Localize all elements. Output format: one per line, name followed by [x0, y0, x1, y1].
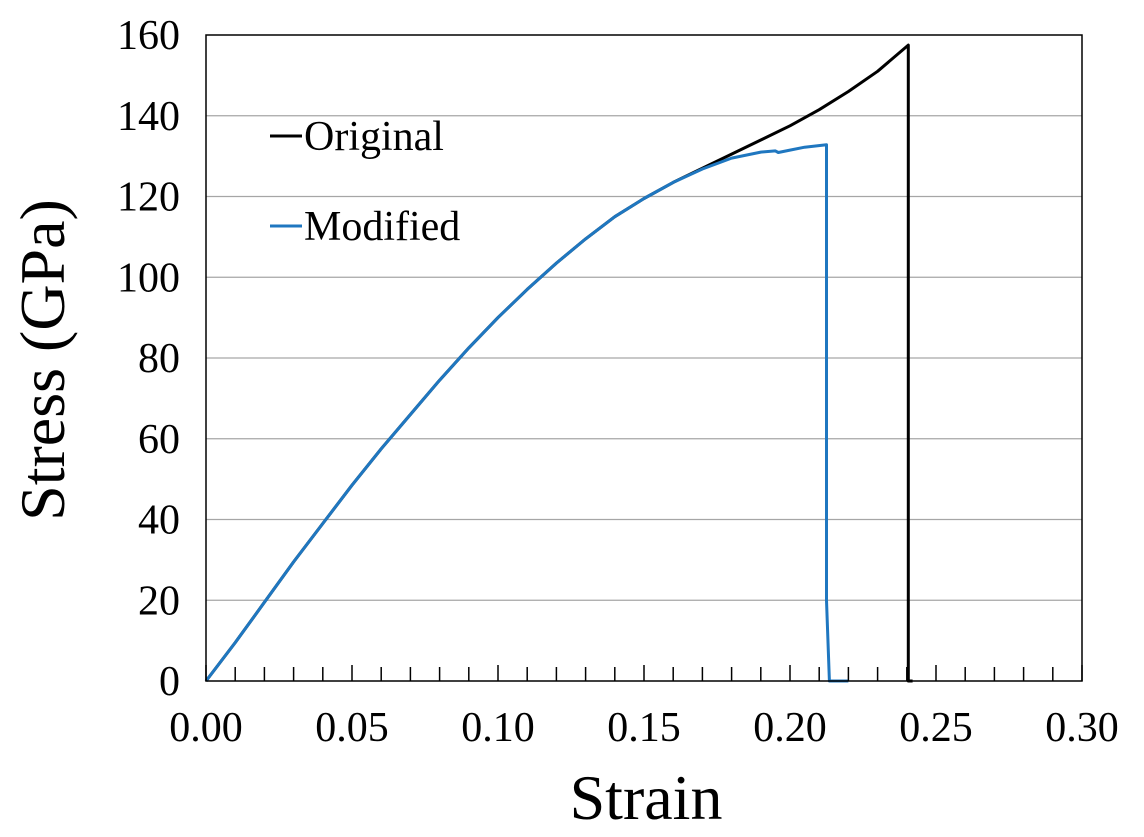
- gridlines: [206, 115, 1082, 601]
- x-tick-label: 0.20: [753, 705, 827, 751]
- y-tick-label: 120: [117, 175, 180, 221]
- axis-ticks: [205, 665, 1083, 681]
- y-tick-label: 40: [138, 498, 180, 544]
- y-tick-label: 100: [117, 255, 180, 301]
- y-tick-label: 0: [159, 659, 180, 705]
- x-tick-label: 0.10: [461, 705, 535, 751]
- x-axis-title: Strain: [570, 762, 723, 833]
- axis-tick-labels: 0 20 40 60 80 100 120 140 160 0.00 0.05 0.10 0.15 0.2…: [117, 13, 1119, 751]
- legend-label-original: Original: [304, 114, 444, 160]
- y-tick-label: 80: [138, 336, 180, 382]
- x-tick-label: 0.25: [899, 705, 973, 751]
- legend: Original Modified: [270, 114, 460, 250]
- y-tick-label: 140: [117, 94, 180, 140]
- y-tick-label: 20: [138, 578, 180, 624]
- x-tick-label: 0.00: [169, 705, 243, 751]
- series-line-modified: [204, 143, 849, 683]
- x-tick-label: 0.30: [1045, 705, 1119, 751]
- legend-label-modified: Modified: [304, 204, 460, 250]
- y-axis-title: Stress (GPa): [7, 199, 78, 521]
- series-group: [204, 43, 913, 683]
- x-tick-label: 0.05: [315, 705, 389, 751]
- y-tick-label: 60: [138, 417, 180, 463]
- x-tick-label: 0.15: [607, 705, 681, 751]
- y-tick-label: 160: [117, 13, 180, 59]
